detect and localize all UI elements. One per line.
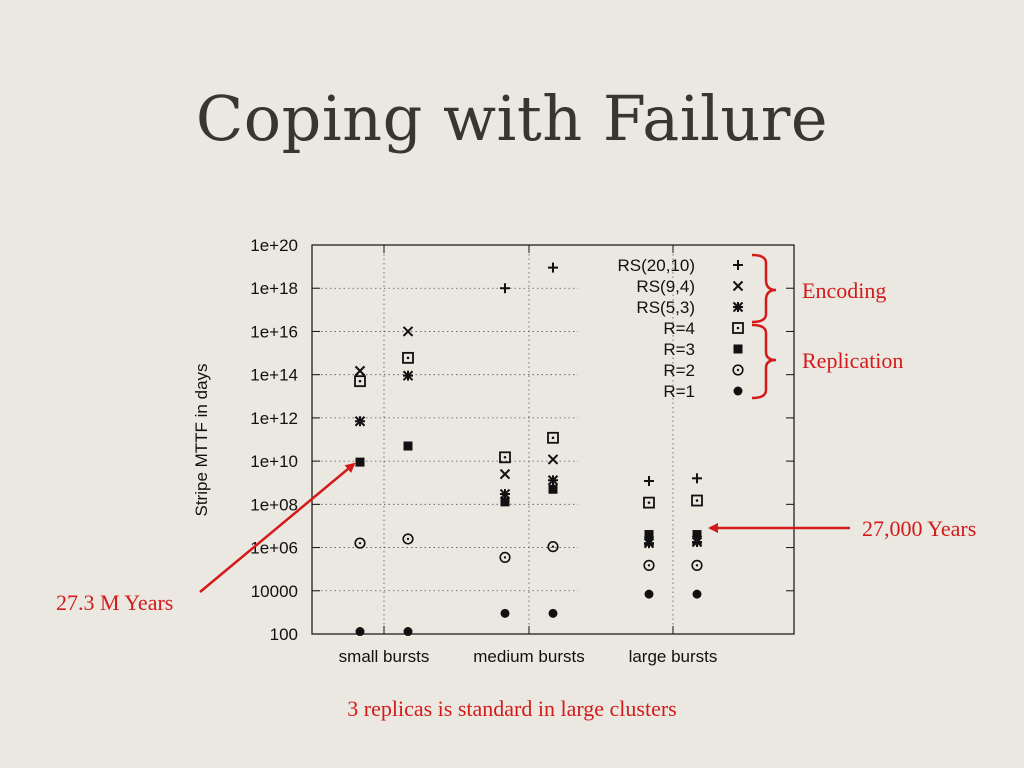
x-tick-label: small bursts — [339, 647, 430, 666]
legend-label: R=1 — [663, 382, 695, 401]
data-point-rs-9-4 — [354, 365, 366, 377]
data-points — [354, 262, 703, 637]
legend-marker — [733, 386, 743, 396]
data-point-r-2 — [691, 559, 703, 571]
data-point-rs-5-3 — [691, 536, 703, 548]
data-point-r-3 — [692, 530, 702, 540]
y-axis-label: Stripe MTTF in days — [192, 363, 211, 516]
legend-marker — [732, 280, 744, 292]
data-point-r-3 — [644, 530, 654, 540]
data-point-r-3 — [403, 441, 413, 451]
data-point-rs-5-3 — [499, 488, 511, 500]
data-point-r-1 — [692, 589, 702, 599]
legend-label: R=4 — [663, 319, 695, 338]
small-bursts-note: 27.3 M Years — [56, 590, 173, 615]
y-tick-label: 10000 — [251, 582, 298, 601]
data-point-r-4 — [643, 496, 655, 509]
data-point-r-3 — [355, 457, 365, 467]
replication-label: Replication — [802, 348, 903, 373]
data-point-r-2 — [499, 551, 511, 564]
small-bursts-arrow — [199, 462, 356, 593]
large-bursts-note: 27,000 Years — [862, 516, 976, 541]
legend-marker — [733, 344, 743, 354]
y-tick-labels: 100 10000 1e+06 1e+08 1e+10 1e+12 1e+14 1e+16 1e… — [250, 236, 298, 644]
data-point-r-3 — [500, 497, 510, 507]
y-tick-label: 100 — [270, 625, 298, 644]
y-tick-label: 1e+12 — [250, 409, 298, 428]
data-point-r-2 — [643, 559, 655, 571]
data-point-r-2 — [547, 541, 559, 553]
data-point-r-4 — [547, 431, 559, 444]
y-tick-label: 1e+16 — [250, 322, 298, 341]
data-point-rs-5-3 — [354, 416, 366, 427]
data-point-rs-9-4 — [499, 468, 511, 480]
data-point-r-1 — [403, 627, 413, 637]
data-point-r-4 — [354, 375, 366, 388]
y-tick-label: 1e+18 — [250, 279, 298, 298]
y-tick-label: 1e+08 — [250, 495, 298, 514]
encoding-label: Encoding — [802, 278, 886, 303]
axis-ticks — [312, 244, 794, 635]
data-point-rs-9-4 — [547, 454, 559, 465]
data-point-rs-20-10 — [500, 283, 510, 294]
footnote: 3 replicas is standard in large clusters — [347, 696, 677, 721]
data-point-rs-5-3 — [402, 370, 414, 381]
data-point-r-1 — [548, 608, 558, 618]
data-point-r-3 — [548, 484, 558, 494]
legend-label: RS(20,10) — [618, 256, 695, 275]
legend: RS(20,10) RS(9,4) RS(5,3) R=4 R=3 R=2 R=1 — [618, 256, 744, 401]
data-point-r-4 — [402, 351, 414, 364]
data-point-r-2 — [354, 537, 366, 549]
legend-marker — [733, 260, 743, 270]
data-point-r-4 — [691, 494, 703, 507]
legend-label: R=3 — [663, 340, 695, 359]
legend-marker — [732, 364, 744, 376]
data-point-rs-20-10 — [692, 473, 702, 484]
x-tick-label: large bursts — [629, 647, 718, 666]
data-point-rs-5-3 — [643, 537, 655, 549]
encoding-brace — [751, 253, 777, 324]
replication-brace — [751, 323, 777, 400]
legend-label: R=2 — [663, 361, 695, 380]
data-point-r-4 — [499, 451, 511, 464]
data-point-r-1 — [644, 589, 654, 599]
x-tick-labels: small bursts medium bursts large bursts — [339, 647, 718, 666]
data-point-r-1 — [500, 608, 510, 618]
y-tick-label: 1e+10 — [250, 452, 298, 471]
legend-label: RS(5,3) — [636, 298, 695, 317]
y-tick-label: 1e+14 — [250, 366, 298, 385]
data-point-r-2 — [402, 533, 414, 545]
data-point-rs-5-3 — [547, 475, 559, 486]
slide-title: Coping with Failure — [195, 82, 829, 155]
data-point-rs-20-10 — [644, 476, 654, 487]
y-tick-label: 1e+06 — [250, 539, 298, 558]
plot-frame — [311, 244, 795, 635]
legend-label: RS(9,4) — [636, 277, 695, 296]
data-point-r-1 — [355, 627, 365, 637]
legend-marker — [732, 322, 744, 334]
y-tick-label: 1e+20 — [250, 236, 298, 255]
grid-lines — [312, 245, 674, 634]
x-tick-label: medium bursts — [473, 647, 584, 666]
legend-marker — [732, 301, 744, 313]
data-point-rs-9-4 — [402, 326, 414, 337]
data-point-rs-20-10 — [548, 262, 558, 273]
